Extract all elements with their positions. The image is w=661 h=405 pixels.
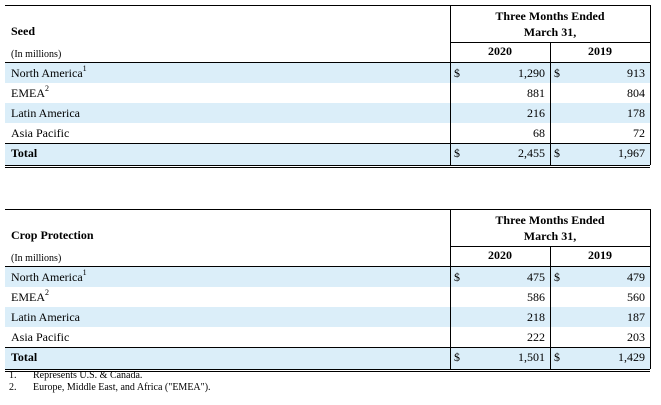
table-title: Seed [11, 24, 35, 38]
row-label-text: Latin America [11, 106, 80, 120]
cell-value: 586 [527, 290, 545, 304]
rule [450, 5, 451, 165]
year-header: 2020 [488, 44, 512, 58]
cell-value: 187 [627, 310, 645, 324]
currency: $ [554, 270, 560, 284]
units: (In millions) [11, 253, 62, 264]
footnote-number: 1. [9, 370, 17, 381]
row-shade [5, 103, 650, 123]
cell-value: 68 [533, 126, 545, 140]
footnote-ref: 1 [82, 64, 87, 73]
row-label: Asia Pacific [11, 126, 69, 140]
rule [650, 5, 651, 165]
rule [5, 266, 650, 267]
row-label: Latin America [11, 310, 80, 324]
row-shade [5, 267, 650, 287]
currency: $ [554, 350, 560, 364]
currency: $ [554, 146, 560, 160]
cell-value: 1,501 [518, 350, 545, 364]
year-header: 2019 [588, 248, 612, 262]
row-label-text: North America [11, 270, 83, 284]
cell-value: 216 [527, 106, 545, 120]
row-label-text: Latin America [11, 310, 80, 324]
currency: $ [454, 66, 460, 80]
cell-value: 560 [627, 290, 645, 304]
row-label-text: Asia Pacific [11, 126, 70, 140]
footnote-text: Represents U.S. & Canada. [33, 370, 143, 381]
footnote-ref: 2 [45, 84, 49, 93]
cell-value: 881 [527, 86, 545, 100]
row-label-text: EMEA [11, 290, 45, 304]
row-label-text: Total [11, 350, 38, 364]
footnote-ref: 1 [82, 268, 87, 277]
row-label-text: Total [11, 146, 38, 160]
units: (In millions) [11, 49, 62, 60]
currency: $ [554, 66, 560, 80]
row-shade [5, 307, 650, 327]
cell-value: 1,967 [618, 146, 645, 160]
cell-value: 1,429 [618, 350, 645, 364]
rule [5, 62, 650, 63]
currency: $ [454, 270, 460, 284]
period-header: Three Months Ended March 31, [495, 9, 605, 39]
row-label: North America1 [11, 64, 87, 81]
rule [5, 371, 650, 372]
cell-value: 479 [627, 270, 645, 284]
currency: $ [454, 350, 460, 364]
period-header: Three Months Ended March 31, [495, 213, 605, 243]
rule [450, 209, 451, 369]
cell-value: 2,455 [518, 146, 545, 160]
cell-value: 804 [627, 86, 645, 100]
rule [550, 246, 551, 369]
footnote-text: Europe, Middle East, and Africa ("EMEA")… [33, 382, 211, 393]
currency: $ [454, 146, 460, 160]
rule [5, 167, 650, 168]
rule [650, 209, 651, 369]
rule [5, 5, 650, 6]
rule [5, 143, 650, 144]
row-label-text: EMEA [11, 86, 45, 100]
row-label-text: Asia Pacific [11, 330, 70, 344]
footnote-number: 2. [9, 382, 17, 393]
rule [5, 165, 650, 166]
row-label: North America1 [11, 268, 87, 285]
cell-value: 475 [527, 270, 545, 284]
row-label-text: North America [11, 66, 83, 80]
footnote-ref: 2 [45, 288, 49, 297]
year-header: 2019 [588, 44, 612, 58]
cell-value: 218 [527, 310, 545, 324]
rule [5, 369, 650, 370]
year-header: 2020 [488, 248, 512, 262]
cell-value: 178 [627, 106, 645, 120]
cell-value: 72 [633, 126, 645, 140]
cell-value: 1,290 [518, 66, 545, 80]
row-label: Total [11, 146, 37, 160]
rule [550, 42, 551, 165]
row-shade [5, 143, 650, 165]
cell-value: 203 [627, 330, 645, 344]
cell-value: 913 [627, 66, 645, 80]
rule [5, 209, 650, 210]
row-shade [5, 347, 650, 369]
table-title: Crop Protection [11, 228, 94, 242]
cell-value: 222 [527, 330, 545, 344]
row-label: Latin America [11, 106, 80, 120]
row-shade [5, 63, 650, 83]
row-label: EMEA2 [11, 288, 49, 305]
row-label: Total [11, 350, 37, 364]
row-label: Asia Pacific [11, 330, 69, 344]
rule [5, 347, 650, 348]
row-label: EMEA2 [11, 84, 49, 101]
